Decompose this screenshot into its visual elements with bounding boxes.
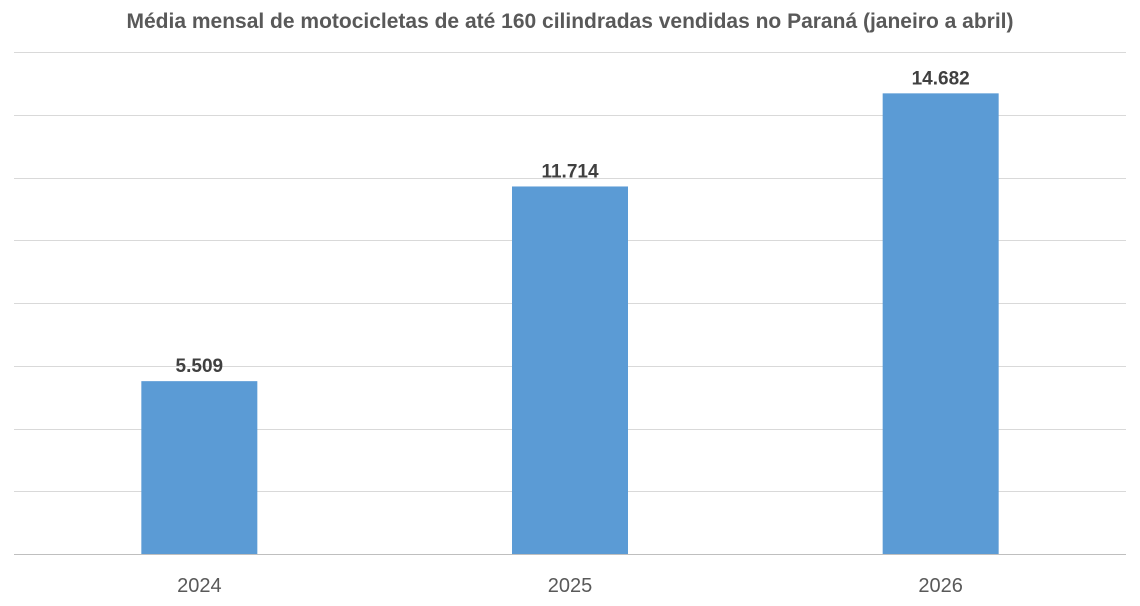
x-tick-label-2025: 2025 <box>548 575 593 597</box>
data-label-2026: 14.682 <box>912 68 970 89</box>
x-axis-tick-labels: 2024 2025 2026 <box>177 575 963 597</box>
bar-2026 <box>882 93 999 555</box>
data-label-2024: 5.509 <box>176 356 224 377</box>
x-tick-label-2026: 2026 <box>918 575 963 597</box>
x-tick-label-2024: 2024 <box>177 575 222 597</box>
bar-2025 <box>512 186 628 554</box>
value-labels: 5.509 11.714 14.682 <box>176 68 970 377</box>
data-label-2025: 11.714 <box>541 161 598 182</box>
bar-2024 <box>141 381 258 554</box>
chart-title: Média mensal de motocicletas de até 160 … <box>126 10 1014 33</box>
bars <box>141 93 999 555</box>
